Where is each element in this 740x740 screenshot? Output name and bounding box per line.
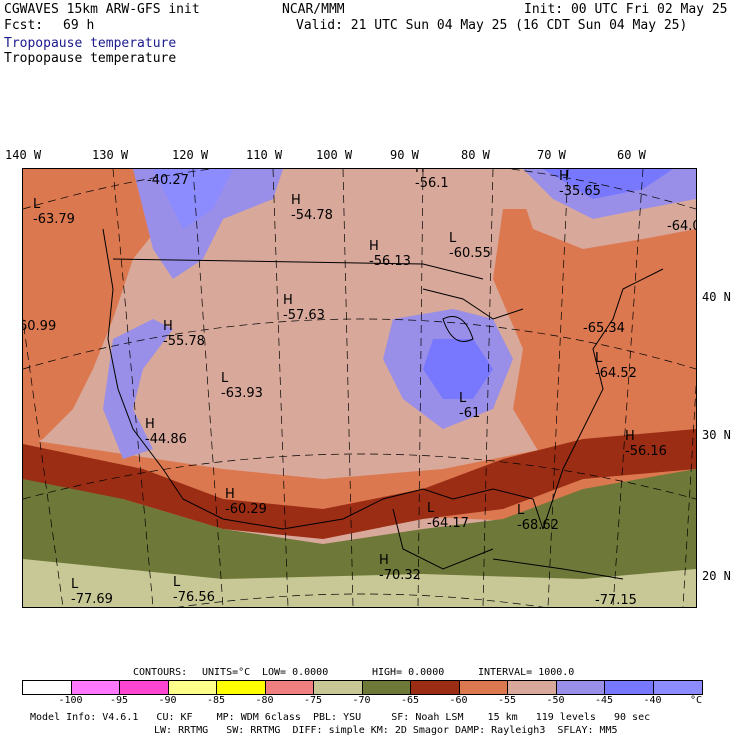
color-legend-tick-label: -95 [109,695,129,706]
shading-east-orange [493,209,696,469]
field-name-contour: Tropopause temperature [4,51,177,66]
forecast-label: Fcst: [4,18,44,33]
color-legend-swatch [653,681,702,694]
lon-label-100w: 100 W [316,148,353,162]
color-legend-tick-label: -60 [449,695,468,706]
map-extremum-label: H -35.65 [559,169,601,199]
map-extremum-label: L -64.17 [427,501,469,531]
color-legend-tick-label: -55 [497,695,517,706]
color-legend-tick-label: -40 [643,695,662,706]
map-extremum-label: H -54.78 [291,193,333,223]
map-extremum-label: H -56.16 [625,429,667,459]
graticule [23,169,696,607]
lon-label-130w: 130 W [92,148,129,162]
color-legend-swatch [362,681,411,694]
lon-label-60w: 60 W [617,148,646,162]
lon-label-90w: 90 W [390,148,419,162]
map-extremum-label: H -56.13 [369,239,411,269]
color-legend-swatch [411,681,460,694]
color-legend-swatch [217,681,266,694]
map-extremum-label: H -70.32 [379,553,421,583]
shading-nw-blue [153,169,233,229]
color-legend-tick-label: -90 [158,695,177,706]
shading-khaki-band [23,559,696,607]
lon-label-140w: 140 W [5,148,42,162]
map-extremum-label: H -55.78 [163,319,205,349]
valid-time: Valid: 21 UTC Sun 04 May 25 (16 CDT Sun … [296,18,688,33]
organization: NCAR/MMM [282,2,345,17]
contours-label: CONTOURS: [133,667,188,678]
map-extremum-label: H -44.86 [145,417,187,447]
shading-west-coast-lavender [103,319,173,459]
coastlines-and-borders [102,228,664,580]
lon-label-70w: 70 W [537,148,566,162]
shading-ne-blue [543,169,673,199]
color-legend-tick-label: -75 [303,695,323,706]
color-legend-swatch [168,681,217,694]
lat-label-20n: 20 N [702,569,731,583]
forecast-hours: 69 h [63,18,95,33]
shading-great-lakes-blue [423,339,493,399]
map-extremum-label: L -68.62 [517,503,559,533]
contours-high: HIGH= 0.0000 [372,667,445,678]
map-extremum-label: 60.99 [22,319,57,334]
tropopause-temperature-map: -40.27 L -63.79 H -54.78 H -56.1 H -35.65 H-… [22,168,697,608]
contours-units: UNITS=°C [202,667,251,678]
contours-interval: INTERVAL= 1000.0 [478,667,575,678]
color-legend-tick-label: -80 [255,695,274,706]
color-legend-tick-label: -50 [546,695,565,706]
map-extremum-label: H -56.1 [415,168,449,191]
color-legend-swatch [23,681,72,694]
map-graphic [23,169,696,607]
map-extremum-label: L -61 [459,391,481,421]
shading-dark-red-band [23,429,696,539]
map-extremum-label: L -77.69 [71,577,113,607]
color-legend-swatch [605,681,654,694]
color-legend-tick-label: -65 [400,695,420,706]
color-legend-swatch [71,681,120,694]
color-legend-unit: °C [690,695,703,706]
color-legend-tick-label: -70 [352,695,371,706]
lon-label-80w: 80 W [461,148,490,162]
color-legend-tick-label: -85 [206,695,226,706]
shading-west-orange [23,169,213,449]
color-legend-swatch [314,681,363,694]
model-info-line-1: Model Info: V4.6.1 CU: KF MP: WDM 6class… [30,712,651,723]
color-legend-tick-label: -45 [594,695,614,706]
lat-label-30n: 30 N [702,428,731,442]
lon-label-120w: 120 W [172,148,209,162]
color-legend-bar [22,680,703,695]
shading-olive-band [23,469,696,589]
map-extremum-label: L -76.56 [173,575,215,605]
map-extremum-label: -40.27 [147,173,189,188]
map-extremum-label: -77.15 [595,593,637,608]
map-extremum-label: L -63.79 [33,197,75,227]
color-legend-swatch [556,681,605,694]
map-extremum-label: L -60.55 [449,231,491,261]
model-info-line-2: LW: RRTMG SW: RRTMG DIFF: simple KM: 2D … [154,725,618,736]
color-legend-swatch [508,681,557,694]
map-extremum-label: H -60.29 [225,487,267,517]
lon-label-110w: 110 W [246,148,283,162]
init-time: Init: 00 UTC Fri 02 May 25 [524,2,728,17]
color-legend-swatch [120,681,169,694]
color-legend-swatch [265,681,314,694]
map-extremum-label: H -57.63 [283,293,325,323]
map-extremum-label: L -64.52 [595,351,637,381]
model-title: CGWAVES 15km ARW-GFS init [4,2,200,17]
color-legend-swatch [459,681,508,694]
map-extremum-label: -64.0 [667,219,696,234]
map-extremum-label: -65.34 [583,321,625,336]
lat-label-40n: 40 N [702,290,731,304]
contours-low: LOW= 0.0000 [262,667,329,678]
field-name-shaded: Tropopause temperature [4,36,177,51]
color-legend-tick-label: -100 [58,695,83,706]
map-extremum-label: L -63.93 [221,371,263,401]
